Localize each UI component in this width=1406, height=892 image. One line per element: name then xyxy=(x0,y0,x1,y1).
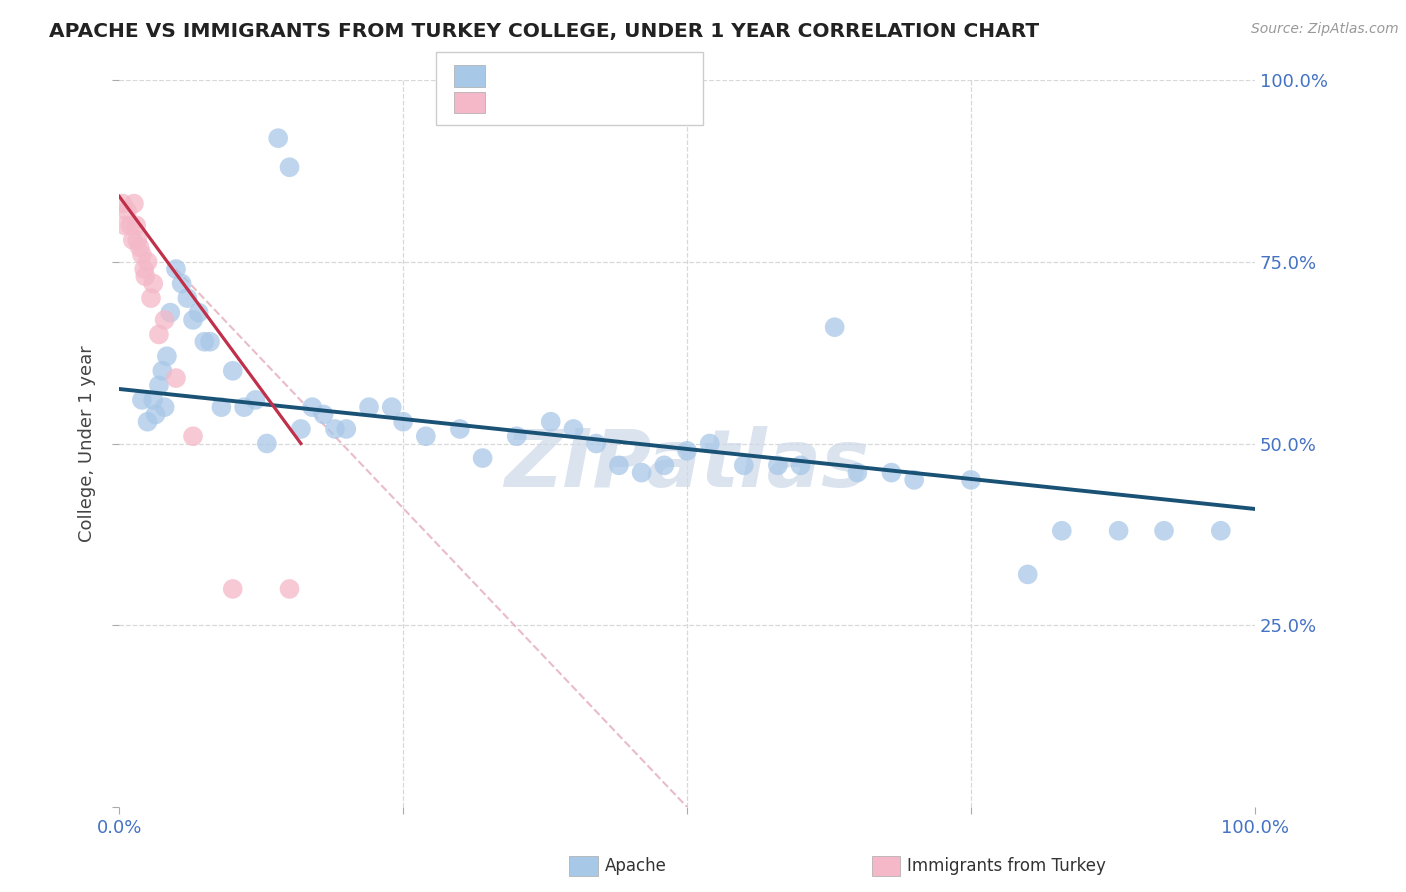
Point xyxy=(880,466,903,480)
Point xyxy=(245,392,267,407)
Point xyxy=(153,313,176,327)
Point xyxy=(290,422,312,436)
Point xyxy=(222,582,245,596)
Text: Source: ZipAtlas.com: Source: ZipAtlas.com xyxy=(1251,22,1399,37)
Point xyxy=(165,371,187,385)
Point xyxy=(1209,524,1232,538)
Point xyxy=(120,219,142,233)
Point xyxy=(131,247,153,261)
Point xyxy=(115,203,138,218)
Point xyxy=(1153,524,1175,538)
Point xyxy=(134,269,156,284)
Point xyxy=(233,400,256,414)
Point xyxy=(181,429,204,443)
Point xyxy=(148,327,170,342)
Text: R = -0.513   N =  21: R = -0.513 N = 21 xyxy=(494,94,676,112)
Point xyxy=(278,160,301,174)
Point xyxy=(652,458,675,473)
Text: APACHE VS IMMIGRANTS FROM TURKEY COLLEGE, UNDER 1 YEAR CORRELATION CHART: APACHE VS IMMIGRANTS FROM TURKEY COLLEGE… xyxy=(49,22,1039,41)
Point xyxy=(148,378,170,392)
Point xyxy=(312,408,335,422)
Point xyxy=(181,313,204,327)
Point xyxy=(187,305,209,319)
Y-axis label: College, Under 1 year: College, Under 1 year xyxy=(79,345,96,542)
Text: R = -0.432   N = 56: R = -0.432 N = 56 xyxy=(494,67,671,85)
Point xyxy=(903,473,925,487)
Point xyxy=(449,422,471,436)
Point xyxy=(471,451,494,466)
Point xyxy=(150,364,173,378)
Point xyxy=(505,429,527,443)
Point xyxy=(766,458,789,473)
Point xyxy=(134,262,156,277)
Point xyxy=(256,436,278,450)
Point xyxy=(125,219,148,233)
Point xyxy=(136,254,159,268)
Point xyxy=(111,196,134,211)
Point xyxy=(222,364,245,378)
Point xyxy=(156,349,179,363)
Point xyxy=(357,400,380,414)
Point xyxy=(540,415,562,429)
Point xyxy=(278,582,301,596)
Text: Immigrants from Turkey: Immigrants from Turkey xyxy=(907,857,1105,875)
Point xyxy=(1108,524,1130,538)
Point xyxy=(131,392,153,407)
Point xyxy=(733,458,755,473)
Point xyxy=(209,400,232,414)
Point xyxy=(142,277,165,291)
Point xyxy=(122,196,145,211)
Point xyxy=(676,443,699,458)
Point xyxy=(127,233,149,247)
Point xyxy=(1017,567,1039,582)
Point xyxy=(170,277,193,291)
Point xyxy=(392,415,415,429)
Point xyxy=(630,466,652,480)
Point xyxy=(193,334,215,349)
Point xyxy=(267,131,290,145)
Point xyxy=(960,473,983,487)
Text: ZIPatlas: ZIPatlas xyxy=(505,426,869,504)
Point xyxy=(114,219,136,233)
Point xyxy=(198,334,221,349)
Point xyxy=(159,305,181,319)
Point xyxy=(323,422,346,436)
Point xyxy=(301,400,323,414)
Point xyxy=(176,291,198,305)
Point xyxy=(846,466,869,480)
Point xyxy=(607,458,630,473)
Point xyxy=(136,415,159,429)
Point xyxy=(142,392,165,407)
Point xyxy=(789,458,811,473)
Point xyxy=(585,436,607,450)
Point xyxy=(153,400,176,414)
Point xyxy=(562,422,585,436)
Point xyxy=(139,291,162,305)
Point xyxy=(335,422,357,436)
Point xyxy=(415,429,437,443)
Point xyxy=(1050,524,1073,538)
Point xyxy=(699,436,721,450)
Point xyxy=(165,262,187,277)
Text: Apache: Apache xyxy=(605,857,666,875)
Point xyxy=(824,320,846,334)
Point xyxy=(145,408,167,422)
Point xyxy=(128,240,150,254)
Point xyxy=(121,233,143,247)
Point xyxy=(381,400,404,414)
